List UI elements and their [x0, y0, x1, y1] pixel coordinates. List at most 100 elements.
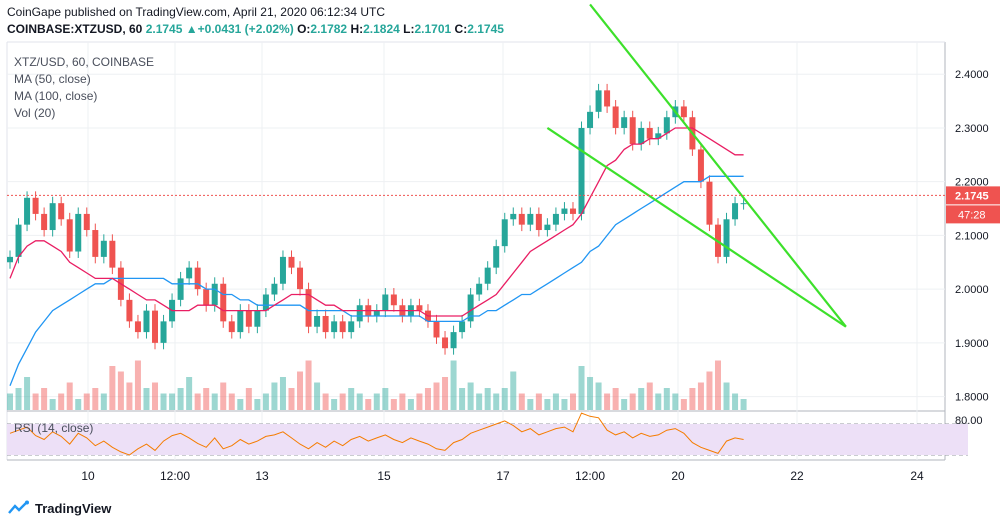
published-line: CoinGape published on TradingView.com, A…: [7, 5, 386, 19]
volume-bar: [92, 388, 99, 410]
candle-body: [552, 213, 559, 225]
volume-bar: [211, 393, 218, 410]
candle-body: [373, 310, 380, 316]
volume-bar: [578, 366, 585, 410]
candle-body: [706, 181, 713, 225]
volume-bar: [203, 388, 210, 410]
volume-bar: [305, 360, 312, 410]
volume-bar: [288, 388, 295, 410]
tradingview-footer[interactable]: TradingView: [7, 500, 111, 516]
volume-bar: [527, 399, 534, 410]
volume-bar: [339, 393, 346, 410]
volume-bar: [382, 388, 389, 410]
candle-body: [646, 127, 653, 139]
countdown-badge: [946, 205, 1000, 224]
volume-bar: [83, 393, 90, 410]
volume-bar: [262, 393, 269, 410]
candle-body: [493, 246, 500, 268]
candle-body: [621, 117, 628, 128]
candle-body: [390, 294, 397, 306]
volume-bar: [697, 382, 704, 410]
candle-body: [32, 197, 39, 214]
rsi-band: [7, 424, 968, 455]
volume-bar: [587, 377, 594, 410]
triangle-up-icon: ▲: [185, 22, 198, 36]
price-tick-label: 1.8000: [955, 392, 989, 404]
candle-body: [569, 208, 576, 214]
time-tick-label: 10: [81, 469, 95, 483]
time-tick-label: 20: [671, 469, 685, 483]
candle-body: [535, 213, 542, 231]
candle-body: [501, 219, 508, 247]
volume-bar: [152, 382, 159, 410]
volume-bar: [595, 382, 602, 410]
candle-body: [612, 106, 619, 128]
candle-body: [66, 219, 73, 252]
volume-bar: [399, 393, 406, 410]
candle-body: [322, 315, 329, 333]
candle-body: [203, 289, 210, 306]
volume-bar: [638, 388, 645, 410]
volume-bar: [126, 382, 133, 410]
time-tick-label: 12:00: [575, 469, 605, 483]
open-label: O:: [297, 22, 311, 36]
candle-body: [314, 315, 321, 327]
volume-bar: [552, 393, 559, 410]
legend-vol: Vol (20): [14, 106, 56, 120]
candle-body: [663, 117, 670, 134]
candle-body: [510, 213, 517, 220]
volume-bar: [561, 399, 568, 410]
candle-body: [24, 197, 31, 225]
volume-bar: [160, 393, 167, 410]
rsi-line: [9, 412, 744, 456]
volume-bar: [416, 393, 423, 410]
volume-bar: [271, 382, 278, 410]
candle-body: [58, 203, 65, 220]
candle-body: [279, 256, 286, 284]
volume-bar: [740, 399, 747, 410]
volume-bar: [75, 399, 82, 410]
candle-body: [331, 321, 338, 333]
trendline: [589, 3, 847, 328]
candle-body: [41, 213, 48, 231]
candle-body: [245, 310, 252, 327]
rsi-tick-label: 80.00: [955, 415, 983, 427]
candle-body: [220, 283, 227, 322]
volume-bar: [467, 382, 474, 410]
candle-body: [134, 321, 141, 333]
volume-bar: [612, 388, 619, 410]
legend-pair: XTZ/USD, 60, COINBASE: [14, 55, 155, 69]
time-tick-label: 12:00: [160, 469, 190, 483]
candle-body: [740, 203, 747, 205]
candle-body: [416, 305, 423, 311]
candle-body: [297, 267, 304, 290]
volume-bar: [314, 382, 321, 410]
candle-body: [237, 310, 244, 333]
candle-body: [723, 219, 730, 257]
legend-rsi: RSI (14, close): [14, 421, 94, 435]
volume-bar: [450, 360, 457, 410]
price-change: +0.0431 (+2.02%): [197, 22, 294, 36]
volume-bar: [254, 399, 261, 410]
volume-bar: [672, 393, 679, 410]
candle-body: [305, 289, 312, 327]
volume-bar: [7, 393, 13, 410]
symbol: COINBASE:XTZUSD, 60: [7, 22, 143, 36]
candle-body: [655, 133, 662, 139]
open-value: 2.1782: [310, 22, 348, 36]
candle-body: [100, 240, 107, 257]
candle-body: [680, 106, 687, 118]
volume-bar: [476, 393, 483, 410]
candle-body: [288, 256, 295, 268]
legend-ma50: MA (50, close): [14, 72, 91, 86]
last-price-badge-text: 2.1745: [955, 190, 989, 202]
candle-body: [194, 267, 201, 290]
candle-body: [211, 283, 218, 306]
trendline: [546, 127, 847, 328]
candle-body: [186, 267, 193, 279]
price-tick-label: 2.1000: [955, 230, 989, 242]
volume-bar: [177, 388, 184, 410]
volume-bar: [245, 388, 252, 410]
volume-bar: [134, 360, 141, 410]
